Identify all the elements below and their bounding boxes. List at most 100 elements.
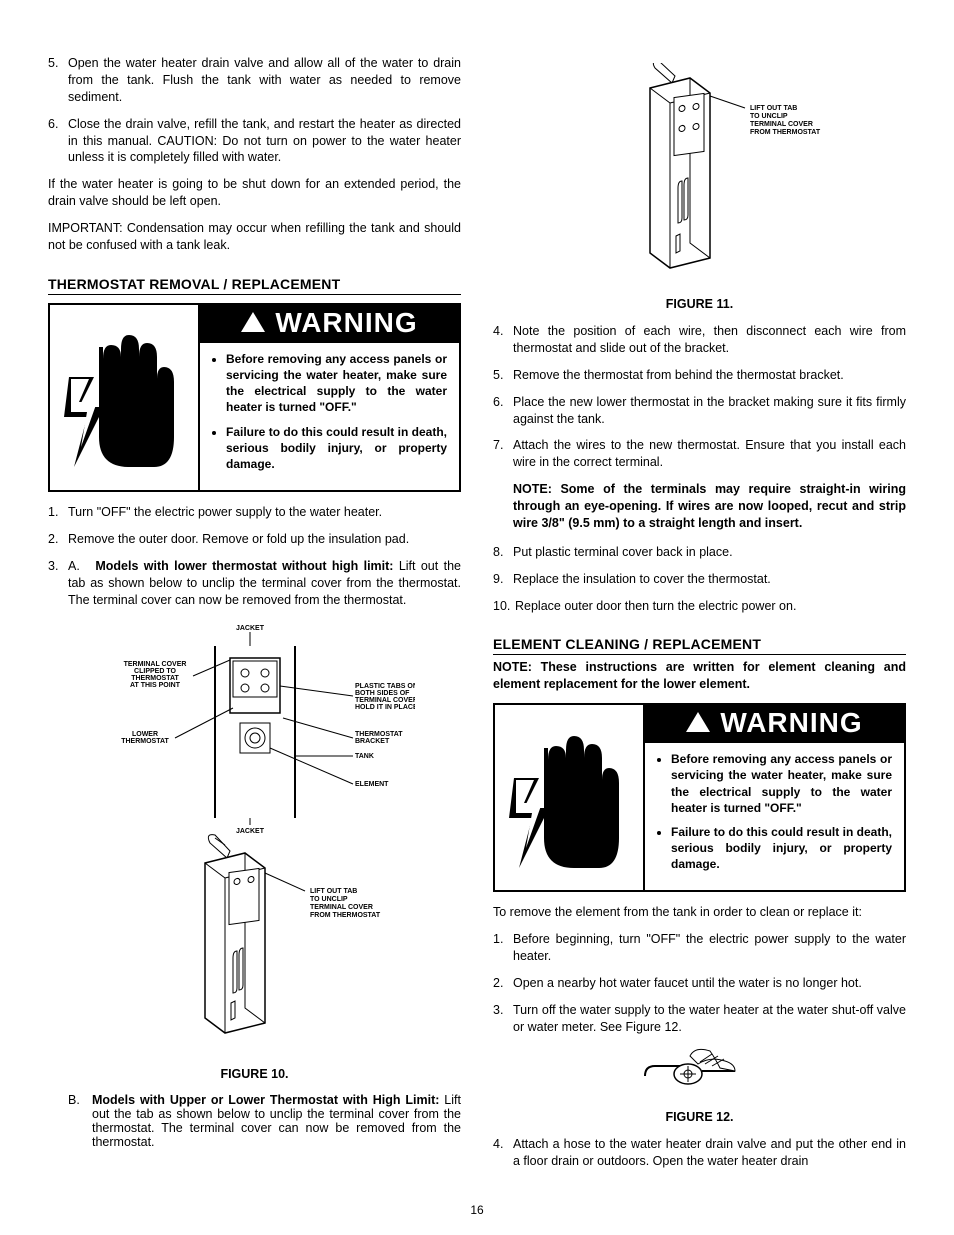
list-item: 1. Turn "OFF" the electric power supply …	[48, 504, 461, 521]
sub-b-text: Models with Upper or Lower Thermostat wi…	[92, 1093, 461, 1149]
svg-text:AT THIS POINT: AT THIS POINT	[129, 682, 180, 689]
list-item: 9. Replace the insulation to cover the t…	[493, 571, 906, 588]
electric-shock-hand-icon	[495, 705, 645, 890]
svg-text:PLASTIC TABS ON: PLASTIC TABS ON	[355, 683, 415, 690]
svg-text:THERMOSTAT: THERMOSTAT	[121, 738, 169, 745]
item-number: 6.	[48, 116, 68, 167]
item-number: 6.	[493, 394, 513, 428]
item-number: 4.	[493, 1136, 513, 1170]
warning-triangle-icon	[241, 312, 265, 332]
svg-text:ELEMENT: ELEMENT	[355, 781, 389, 788]
warning-right: WARNING Before removing any access panel…	[200, 305, 459, 490]
item-number: 3.	[48, 558, 68, 609]
figure-12	[640, 1046, 760, 1104]
list-item: 3. Turn off the water supply to the wate…	[493, 1002, 906, 1036]
figure-11: LIFT OUT TAB TO UNCLIP TERMINAL COVER FR…	[560, 63, 840, 291]
draining-steps-continued: 5. Open the water heater drain valve and…	[48, 55, 461, 166]
element-remove-intro: To remove the element from the tank in o…	[493, 904, 906, 921]
sub-b-bold: Models with Upper or Lower Thermostat wi…	[92, 1093, 439, 1107]
manual-page: 5. Open the water heater drain valve and…	[0, 0, 954, 1235]
item-number: 8.	[493, 544, 513, 561]
warning-header: WARNING	[645, 705, 904, 743]
section-element-cleaning: ELEMENT CLEANING / REPLACEMENT	[493, 636, 906, 655]
item-number: 5.	[493, 367, 513, 384]
sub-a-bold: Models with lower thermostat without hig…	[95, 559, 393, 573]
warning-header: WARNING	[200, 305, 459, 343]
svg-text:FROM THERMOSTAT: FROM THERMOSTAT	[750, 129, 821, 136]
item-number: 10.	[493, 598, 515, 615]
sub-a-letter: A.	[68, 558, 90, 575]
figure-10-caption: FIGURE 10.	[48, 1067, 461, 1081]
item-text: Replace the insulation to cover the ther…	[513, 571, 906, 588]
sub-b-letter: B.	[68, 1093, 92, 1149]
item-text: Open the water heater drain valve and al…	[68, 55, 461, 106]
item-text: Put plastic terminal cover back in place…	[513, 544, 906, 561]
item-number: 5.	[48, 55, 68, 106]
svg-text:LIFT OUT TAB: LIFT OUT TAB	[310, 888, 357, 895]
warning-bullet: Before removing any access panels or ser…	[671, 751, 892, 816]
warning-header-text: WARNING	[275, 307, 417, 339]
warning-bullet: Before removing any access panels or ser…	[226, 351, 447, 416]
svg-text:FROM THERMOSTAT: FROM THERMOSTAT	[310, 912, 381, 919]
svg-text:CLIPPED TO: CLIPPED TO	[134, 668, 176, 675]
svg-text:THERMOSTAT: THERMOSTAT	[131, 675, 179, 682]
list-item: 5. Open the water heater drain valve and…	[48, 55, 461, 106]
svg-text:HOLD IT IN PLACE: HOLD IT IN PLACE	[355, 704, 415, 711]
warning-body: Before removing any access panels or ser…	[645, 743, 904, 890]
item-text: Replace outer door then turn the electri…	[515, 598, 906, 615]
figure-12-caption: FIGURE 12.	[493, 1110, 906, 1124]
warning-box: WARNING Before removing any access panel…	[48, 303, 461, 492]
svg-text:TERMINAL COVER: TERMINAL COVER	[123, 661, 186, 668]
item-text: A. Models with lower thermostat without …	[68, 558, 461, 609]
item-number: 3.	[493, 1002, 513, 1036]
list-item: 6. Close the drain valve, refill the tan…	[48, 116, 461, 167]
warning-box: WARNING Before removing any access panel…	[493, 703, 906, 892]
shutdown-note: If the water heater is going to be shut …	[48, 176, 461, 210]
svg-text:LIFT OUT TAB: LIFT OUT TAB	[750, 105, 797, 112]
svg-text:THERMOSTAT: THERMOSTAT	[355, 731, 403, 738]
svg-text:TANK: TANK	[355, 753, 374, 760]
item-number: 9.	[493, 571, 513, 588]
figure-11-caption: FIGURE 11.	[493, 297, 906, 311]
thermostat-steps-cont2: 8. Put plastic terminal cover back in pl…	[493, 544, 906, 615]
item-text: Attach the wires to the new thermostat. …	[513, 437, 906, 471]
svg-text:LOWER: LOWER	[131, 731, 157, 738]
list-item: 8. Put plastic terminal cover back in pl…	[493, 544, 906, 561]
list-item: 7. Attach the wires to the new thermosta…	[493, 437, 906, 471]
list-item: 2. Open a nearby hot water faucet until …	[493, 975, 906, 992]
svg-text:TERMINAL COVER: TERMINAL COVER	[355, 697, 415, 704]
thermostat-steps-cont: 4. Note the position of each wire, then …	[493, 323, 906, 471]
item-number: 4.	[493, 323, 513, 357]
list-item: 2. Remove the outer door. Remove or fold…	[48, 531, 461, 548]
item-text: Before beginning, turn "OFF" the electri…	[513, 931, 906, 965]
item-text: Close the drain valve, refill the tank, …	[68, 116, 461, 167]
page-number: 16	[0, 1203, 954, 1217]
item-text: Place the new lower thermostat in the br…	[513, 394, 906, 428]
list-item: 6. Place the new lower thermostat in the…	[493, 394, 906, 428]
step-3b: B. Models with Upper or Lower Thermostat…	[68, 1093, 461, 1149]
label-jacket-top: JACKET	[235, 625, 264, 632]
thermostat-steps: 1. Turn "OFF" the electric power supply …	[48, 504, 461, 608]
warning-inner: WARNING Before removing any access panel…	[50, 305, 459, 490]
element-steps: 1. Before beginning, turn "OFF" the elec…	[493, 931, 906, 1035]
svg-text:TERMINAL COVER: TERMINAL COVER	[750, 121, 813, 128]
warning-right: WARNING Before removing any access panel…	[645, 705, 904, 890]
svg-text:TO UNCLIP: TO UNCLIP	[750, 113, 788, 120]
warning-body: Before removing any access panels or ser…	[200, 343, 459, 490]
warning-inner: WARNING Before removing any access panel…	[495, 705, 904, 890]
item-number: 2.	[48, 531, 68, 548]
list-item: 10. Replace outer door then turn the ele…	[493, 598, 906, 615]
svg-text:TO UNCLIP: TO UNCLIP	[310, 896, 348, 903]
electric-shock-hand-icon	[50, 305, 200, 490]
item-text: Remove the thermostat from behind the th…	[513, 367, 906, 384]
list-item: 3. A. Models with lower thermostat witho…	[48, 558, 461, 609]
list-item: 1. Before beginning, turn "OFF" the elec…	[493, 931, 906, 965]
section-thermostat-removal: THERMOSTAT REMOVAL / REPLACEMENT	[48, 276, 461, 295]
item-text: Note the position of each wire, then dis…	[513, 323, 906, 357]
item-text: Attach a hose to the water heater drain …	[513, 1136, 906, 1170]
svg-text:TERMINAL COVER: TERMINAL COVER	[310, 904, 373, 911]
item-number: 2.	[493, 975, 513, 992]
svg-text:JACKET: JACKET	[235, 828, 264, 835]
element-note: NOTE: These instructions are written for…	[493, 659, 906, 693]
warning-bullet: Failure to do this could result in death…	[226, 424, 447, 473]
